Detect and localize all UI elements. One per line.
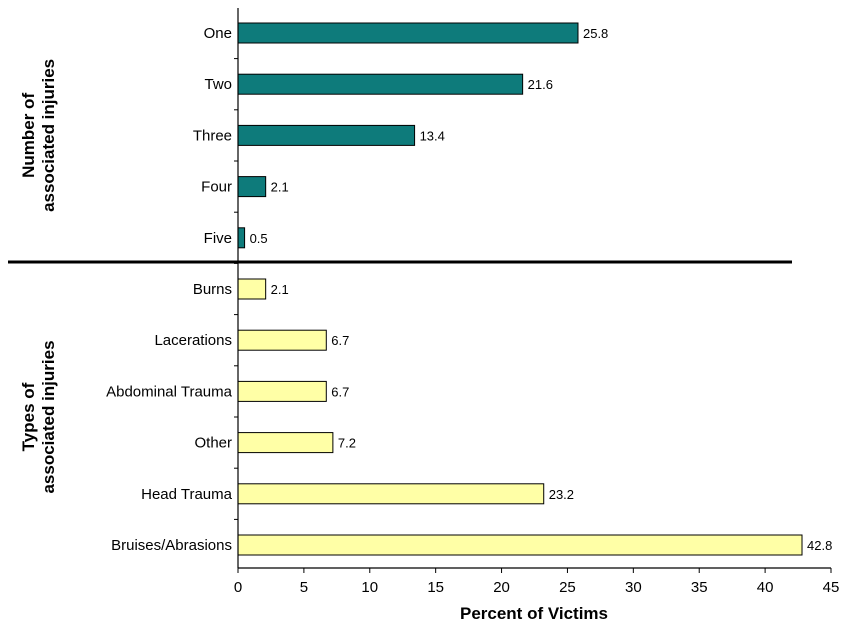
bar-two: [237, 73, 524, 95]
group-title: Number ofassociated injuries: [19, 59, 58, 212]
bar-lacerations: [237, 329, 327, 351]
category-label: One: [204, 25, 232, 42]
bar-value-label: 6.7: [331, 333, 349, 348]
bar-value-label: 13.4: [420, 128, 445, 143]
bar-one: [237, 22, 579, 44]
bar-five: [237, 227, 246, 249]
x-tick-label: 25: [559, 579, 576, 596]
bar-value-label: 6.7: [331, 384, 349, 399]
category-label: Abdominal Trauma: [106, 383, 233, 400]
bar-value-label: 42.8: [807, 538, 832, 553]
bar-value-label: 0.5: [250, 231, 268, 246]
bar-value-label: 2.1: [271, 282, 289, 297]
category-label: Four: [201, 179, 232, 196]
group-title: Types ofassociated injuries: [19, 340, 58, 493]
x-tick-label: 5: [300, 579, 308, 596]
x-tick-label: 15: [427, 579, 444, 596]
x-tick-label: 45: [823, 579, 840, 596]
x-tick-label: 35: [691, 579, 708, 596]
bar-other: [237, 432, 334, 454]
category-label: Bruises/Abrasions: [111, 537, 232, 554]
x-axis-title: Percent of Victims: [460, 604, 608, 623]
bar-three: [237, 124, 416, 146]
bar-value-label: 25.8: [583, 26, 608, 41]
bar-burns: [237, 278, 267, 300]
x-tick-label: 20: [493, 579, 510, 596]
bars: 25.8 One 21.6 Two 13.4 Three 2.1 Four 0.5 Five 2.1…: [106, 22, 832, 556]
x-tick-label: 10: [361, 579, 378, 596]
category-label: Other: [194, 435, 232, 452]
bar-head-trauma: [237, 483, 545, 505]
group-title-line: Number of: [19, 93, 38, 178]
group-title-line: associated injuries: [39, 59, 58, 212]
bar-value-label: 21.6: [528, 77, 553, 92]
bar-bruises-abrasions: [237, 534, 803, 556]
x-tick-label: 30: [625, 579, 642, 596]
category-label: Two: [204, 76, 232, 93]
bar-value-label: 23.2: [549, 487, 574, 502]
x-tick-label: 0: [234, 579, 242, 596]
group-title-line: associated injuries: [39, 340, 58, 493]
bar-value-label: 7.2: [338, 436, 356, 451]
x-tick-label: 40: [757, 579, 774, 596]
group-title-line: Types of: [19, 382, 38, 451]
category-label: Burns: [193, 281, 232, 298]
bar-abdominal-trauma: [237, 380, 327, 402]
category-label: Lacerations: [154, 332, 232, 349]
bar-four: [237, 176, 267, 198]
category-label: Five: [204, 230, 232, 247]
category-label: Head Trauma: [141, 486, 233, 503]
category-label: Three: [193, 127, 232, 144]
bar-value-label: 2.1: [271, 180, 289, 195]
axes: 0 5 10 15 20 25 30 35 40 45: [234, 8, 840, 596]
